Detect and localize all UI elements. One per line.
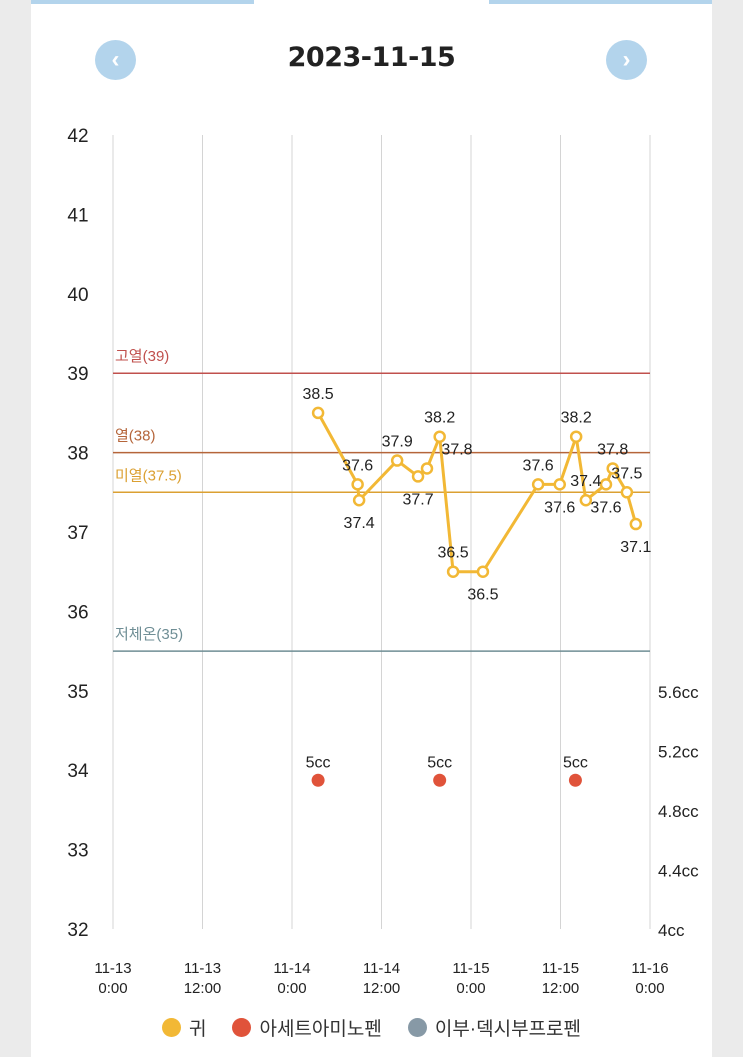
data-label: 37.7 — [402, 491, 433, 508]
y2-tick-label: 4.8cc — [658, 802, 699, 821]
ear-temp-point — [606, 462, 619, 475]
data-label: 37.9 — [382, 434, 413, 451]
ear-temp-point — [433, 430, 446, 443]
y-tick-label: 37 — [67, 523, 88, 544]
legend-dot — [161, 1018, 181, 1037]
data-label: 37.8 — [441, 441, 472, 458]
y-tick-label: 38 — [67, 444, 88, 465]
data-label: 37.4 — [344, 515, 375, 532]
y-tick-label: 42 — [67, 126, 88, 147]
data-label: 38.5 — [303, 386, 334, 403]
legend-label: 아세트아미노펜 — [259, 1019, 382, 1040]
data-label: 36.5 — [438, 545, 469, 562]
ear-temp-point — [553, 478, 567, 491]
data-label: 37.5 — [611, 465, 642, 482]
x-tick-label: 12:00 — [363, 980, 401, 997]
legend-label: 이부·덱시부프로펜 — [434, 1019, 582, 1040]
y2-tick-label: 5.6cc — [658, 683, 699, 702]
x-tick-label: 11-15 — [452, 960, 489, 977]
y-tick-label: 33 — [67, 841, 88, 862]
legend-label: 귀 — [188, 1019, 207, 1040]
ear-temp-point — [390, 454, 404, 467]
ear-temp-point — [351, 478, 364, 491]
threshold-label: 고열(39) — [115, 348, 169, 365]
y-tick-label: 35 — [67, 682, 88, 703]
ear-temp-point — [579, 493, 593, 507]
y-tick-label: 32 — [67, 920, 88, 941]
page-title: 2023-11-15 — [287, 42, 456, 73]
acetaminophen-point — [568, 773, 582, 787]
tab-left[interactable] — [31, 0, 254, 4]
acetaminophen-point — [311, 773, 325, 787]
ear-temp-point — [311, 406, 325, 420]
x-tick-label: 0:00 — [635, 980, 664, 997]
ear-temp-point — [569, 430, 583, 443]
x-tick-label: 11-16 — [631, 960, 668, 977]
x-tick-label: 11-14 — [363, 960, 400, 977]
y2-tick-label: 4cc — [658, 921, 685, 940]
dose-label: 5cc — [427, 754, 452, 771]
x-tick-label: 11-13 — [184, 960, 221, 977]
ear-temp-point — [420, 462, 434, 475]
dose-label: 5cc — [563, 754, 588, 771]
x-tick-label: 12:00 — [184, 980, 222, 997]
y2-tick-label: 5.2cc — [658, 743, 699, 762]
data-label: 38.2 — [561, 410, 592, 427]
y-tick-label: 39 — [67, 364, 88, 385]
ear-temp-point — [352, 493, 366, 507]
legend-dot — [407, 1018, 427, 1037]
prev-date-button[interactable]: ‹ — [95, 40, 136, 80]
y-tick-label: 41 — [67, 205, 88, 226]
threshold-label: 열(38) — [115, 428, 155, 445]
ear-temp-point — [446, 565, 460, 578]
x-tick-label: 12:00 — [542, 980, 580, 997]
ear-temp-point — [620, 486, 634, 499]
y2-tick-label: 4.4cc — [658, 862, 699, 881]
chevron-left-icon: ‹ — [111, 46, 120, 73]
legend-item-ear[interactable]: 귀 — [161, 1014, 207, 1041]
legend-item-acetaminophen[interactable]: 아세트아미노펜 — [232, 1014, 382, 1041]
y-tick-label: 34 — [67, 761, 89, 782]
ear-temp-point — [629, 517, 643, 531]
data-label: 38.2 — [424, 410, 455, 427]
data-label: 37.6 — [544, 499, 575, 516]
ear-temp-point — [411, 470, 425, 483]
dose-label: 5cc — [306, 754, 331, 771]
data-label: 37.1 — [620, 539, 651, 556]
next-date-button[interactable]: › — [606, 40, 647, 80]
threshold-label: 저체온(35) — [115, 626, 183, 643]
legend-dot — [232, 1018, 252, 1037]
data-label: 37.4 — [570, 473, 601, 490]
ear-temp-point — [476, 565, 490, 578]
y-tick-label: 40 — [67, 285, 88, 306]
x-tick-label: 11-15 — [542, 960, 579, 977]
x-tick-label: 11-13 — [94, 960, 131, 977]
data-label: 37.6 — [342, 457, 373, 474]
tab-right[interactable] — [489, 0, 712, 4]
chart-card — [31, 0, 712, 1057]
x-tick-label: 0:00 — [98, 980, 127, 997]
threshold-label: 미열(37.5) — [115, 467, 182, 484]
y-tick-label: 36 — [67, 602, 88, 623]
ear-temp-point — [531, 478, 545, 491]
data-label: 37.6 — [523, 457, 554, 474]
ear-temp-point — [599, 478, 613, 491]
x-tick-label: 0:00 — [277, 980, 306, 997]
legend: 귀 아세트아미노펜 이부·덱시부프로펜 — [0, 1014, 743, 1041]
data-label: 37.8 — [597, 441, 628, 458]
data-label: 37.6 — [590, 499, 621, 516]
x-tick-label: 0:00 — [456, 980, 485, 997]
x-tick-label: 11-14 — [273, 960, 310, 977]
data-label: 36.5 — [467, 587, 498, 604]
chevron-right-icon: › — [622, 46, 631, 73]
acetaminophen-point — [433, 773, 447, 787]
legend-item-ibuprofen[interactable]: 이부·덱시부프로펜 — [407, 1014, 582, 1041]
